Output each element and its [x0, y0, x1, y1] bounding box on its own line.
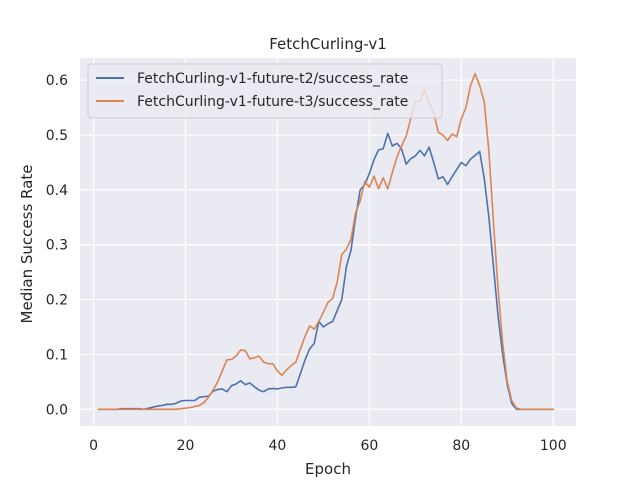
y-axis-title: Median Success Rate: [18, 165, 36, 324]
legend: FetchCurling-v1-future-t2/success_rate F…: [87, 63, 443, 119]
y-tick-label: 0.2: [46, 293, 68, 309]
y-tick-label: 0.1: [46, 347, 68, 363]
y-tick-label: 0.0: [46, 402, 68, 418]
series-layer: [97, 72, 555, 411]
legend-frame: [87, 63, 443, 119]
y-tick-label: 0.6: [46, 73, 68, 89]
x-tick-label: 40: [269, 438, 287, 454]
y-tick-label: 0.4: [46, 183, 68, 199]
x-tick-labels: 0 20 40 60 80 100: [89, 438, 567, 454]
x-tick-label: 60: [360, 438, 378, 454]
plot-area: [80, 58, 576, 426]
y-tick-labels: 0.0 0.1 0.2 0.3 0.4 0.5 0.6: [46, 73, 68, 418]
chart-title: FetchCurling-v1: [269, 35, 387, 53]
x-tick-label: 0: [89, 438, 98, 454]
x-tick-label: 20: [177, 438, 195, 454]
series-line-t2: [97, 132, 555, 411]
series-line-t3: [97, 72, 555, 411]
y-tick-label: 0.5: [46, 128, 68, 144]
y-tick-label: 0.3: [46, 238, 68, 254]
x-tick-label: 100: [540, 438, 567, 454]
legend-label-t2: FetchCurling-v1-future-t2/success_rate: [137, 71, 408, 87]
x-axis-title: Epoch: [305, 460, 351, 478]
legend-label-t3: FetchCurling-v1-future-t3/success_rate: [137, 94, 408, 110]
x-tick-label: 80: [452, 438, 470, 454]
